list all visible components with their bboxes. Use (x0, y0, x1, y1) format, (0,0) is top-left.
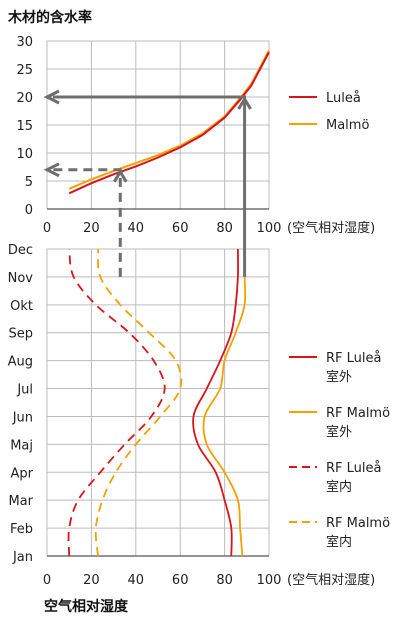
bottom-month-label: Maj (10, 438, 33, 453)
top-ticks: 0 5 10 15 20 25 30 0 20 40 60 80 100 (16, 35, 281, 236)
legend-label: RF Malmö 室外 (326, 406, 390, 440)
legend-label: RF Luleå 室内 (326, 461, 381, 495)
bottom-month-label: Jun (12, 410, 33, 425)
bottom-series-line (192, 248, 239, 557)
dashed-arrowhead-up (112, 168, 128, 183)
legend-label: RF Luleå 室外 (326, 351, 381, 385)
top-y-tick-label: 20 (16, 91, 33, 106)
top-x-tick-label: 0 (43, 221, 51, 236)
bottom-month-label: Feb (10, 522, 33, 537)
top-x-unit-label: (空气相对湿度) (287, 220, 375, 236)
legends: Luleå Malmö RF Luleå 室外 RF Malmö 室外 RF Luleå 室内… (289, 91, 390, 550)
top-y-tick-label: 25 (16, 63, 33, 78)
bottom-x-tick-label: 100 (257, 573, 282, 588)
top-y-tick-label: 5 (25, 175, 33, 190)
legend-label: Luleå (326, 91, 361, 106)
solid-arrowhead-up (237, 96, 252, 110)
bottom-series-lines (67, 248, 247, 557)
solid-arrowhead (43, 89, 60, 105)
bottom-ticks: Jan Feb Mar Apr Maj Jun Jul Aug Sep Okt Nov Dec 0 20 4… (8, 243, 282, 588)
top-series-line (68, 50, 270, 190)
bottom-month-label: Jul (16, 383, 33, 398)
bottom-series-line (94, 248, 183, 557)
reading-arrows (43, 89, 252, 277)
top-x-tick-label: 60 (172, 221, 189, 236)
top-y-tick-label: 10 (16, 147, 33, 162)
dashed-arrowhead (43, 162, 60, 178)
bottom-x-tick-label: 20 (83, 573, 100, 588)
top-x-tick-label: 40 (128, 221, 145, 236)
bottom-month-label: Dec (8, 243, 33, 258)
bottom-series-line (67, 248, 166, 557)
bottom-x-tick-label: 80 (216, 573, 233, 588)
top-chart-title: 木材的含水率 (7, 9, 92, 26)
bottom-series-line (202, 249, 247, 557)
bottom-month-label: Sep (8, 327, 33, 342)
bottom-x-unit-label: (空气相对湿度) (287, 572, 375, 588)
legend-label: RF Malmö 室内 (326, 516, 390, 550)
bottom-month-label: Jan (12, 550, 33, 565)
top-x-tick-label: 80 (216, 221, 233, 236)
bottom-x-tick-label: 40 (128, 573, 145, 588)
bottom-month-label: Okt (10, 299, 33, 314)
top-series-lines (68, 50, 270, 195)
bottom-month-label: Apr (11, 466, 34, 481)
bottom-month-label: Nov (8, 271, 34, 286)
top-y-tick-label: 15 (16, 119, 33, 134)
top-x-tick-label: 100 (257, 221, 282, 236)
bottom-month-label: Mar (8, 494, 33, 509)
bottom-x-tick-label: 0 (43, 573, 51, 588)
bottom-month-label: Aug (8, 355, 33, 370)
top-series-line (68, 51, 270, 195)
top-x-tick-label: 20 (83, 221, 100, 236)
top-y-tick-label: 30 (16, 35, 33, 50)
bottom-x-tick-label: 60 (172, 573, 189, 588)
bottom-x-axis-title: 空气相对湿度 (44, 598, 129, 615)
legend-label: Malmö (326, 118, 369, 133)
top-y-tick-label: 0 (25, 203, 33, 218)
bottom-grid (46, 248, 270, 557)
